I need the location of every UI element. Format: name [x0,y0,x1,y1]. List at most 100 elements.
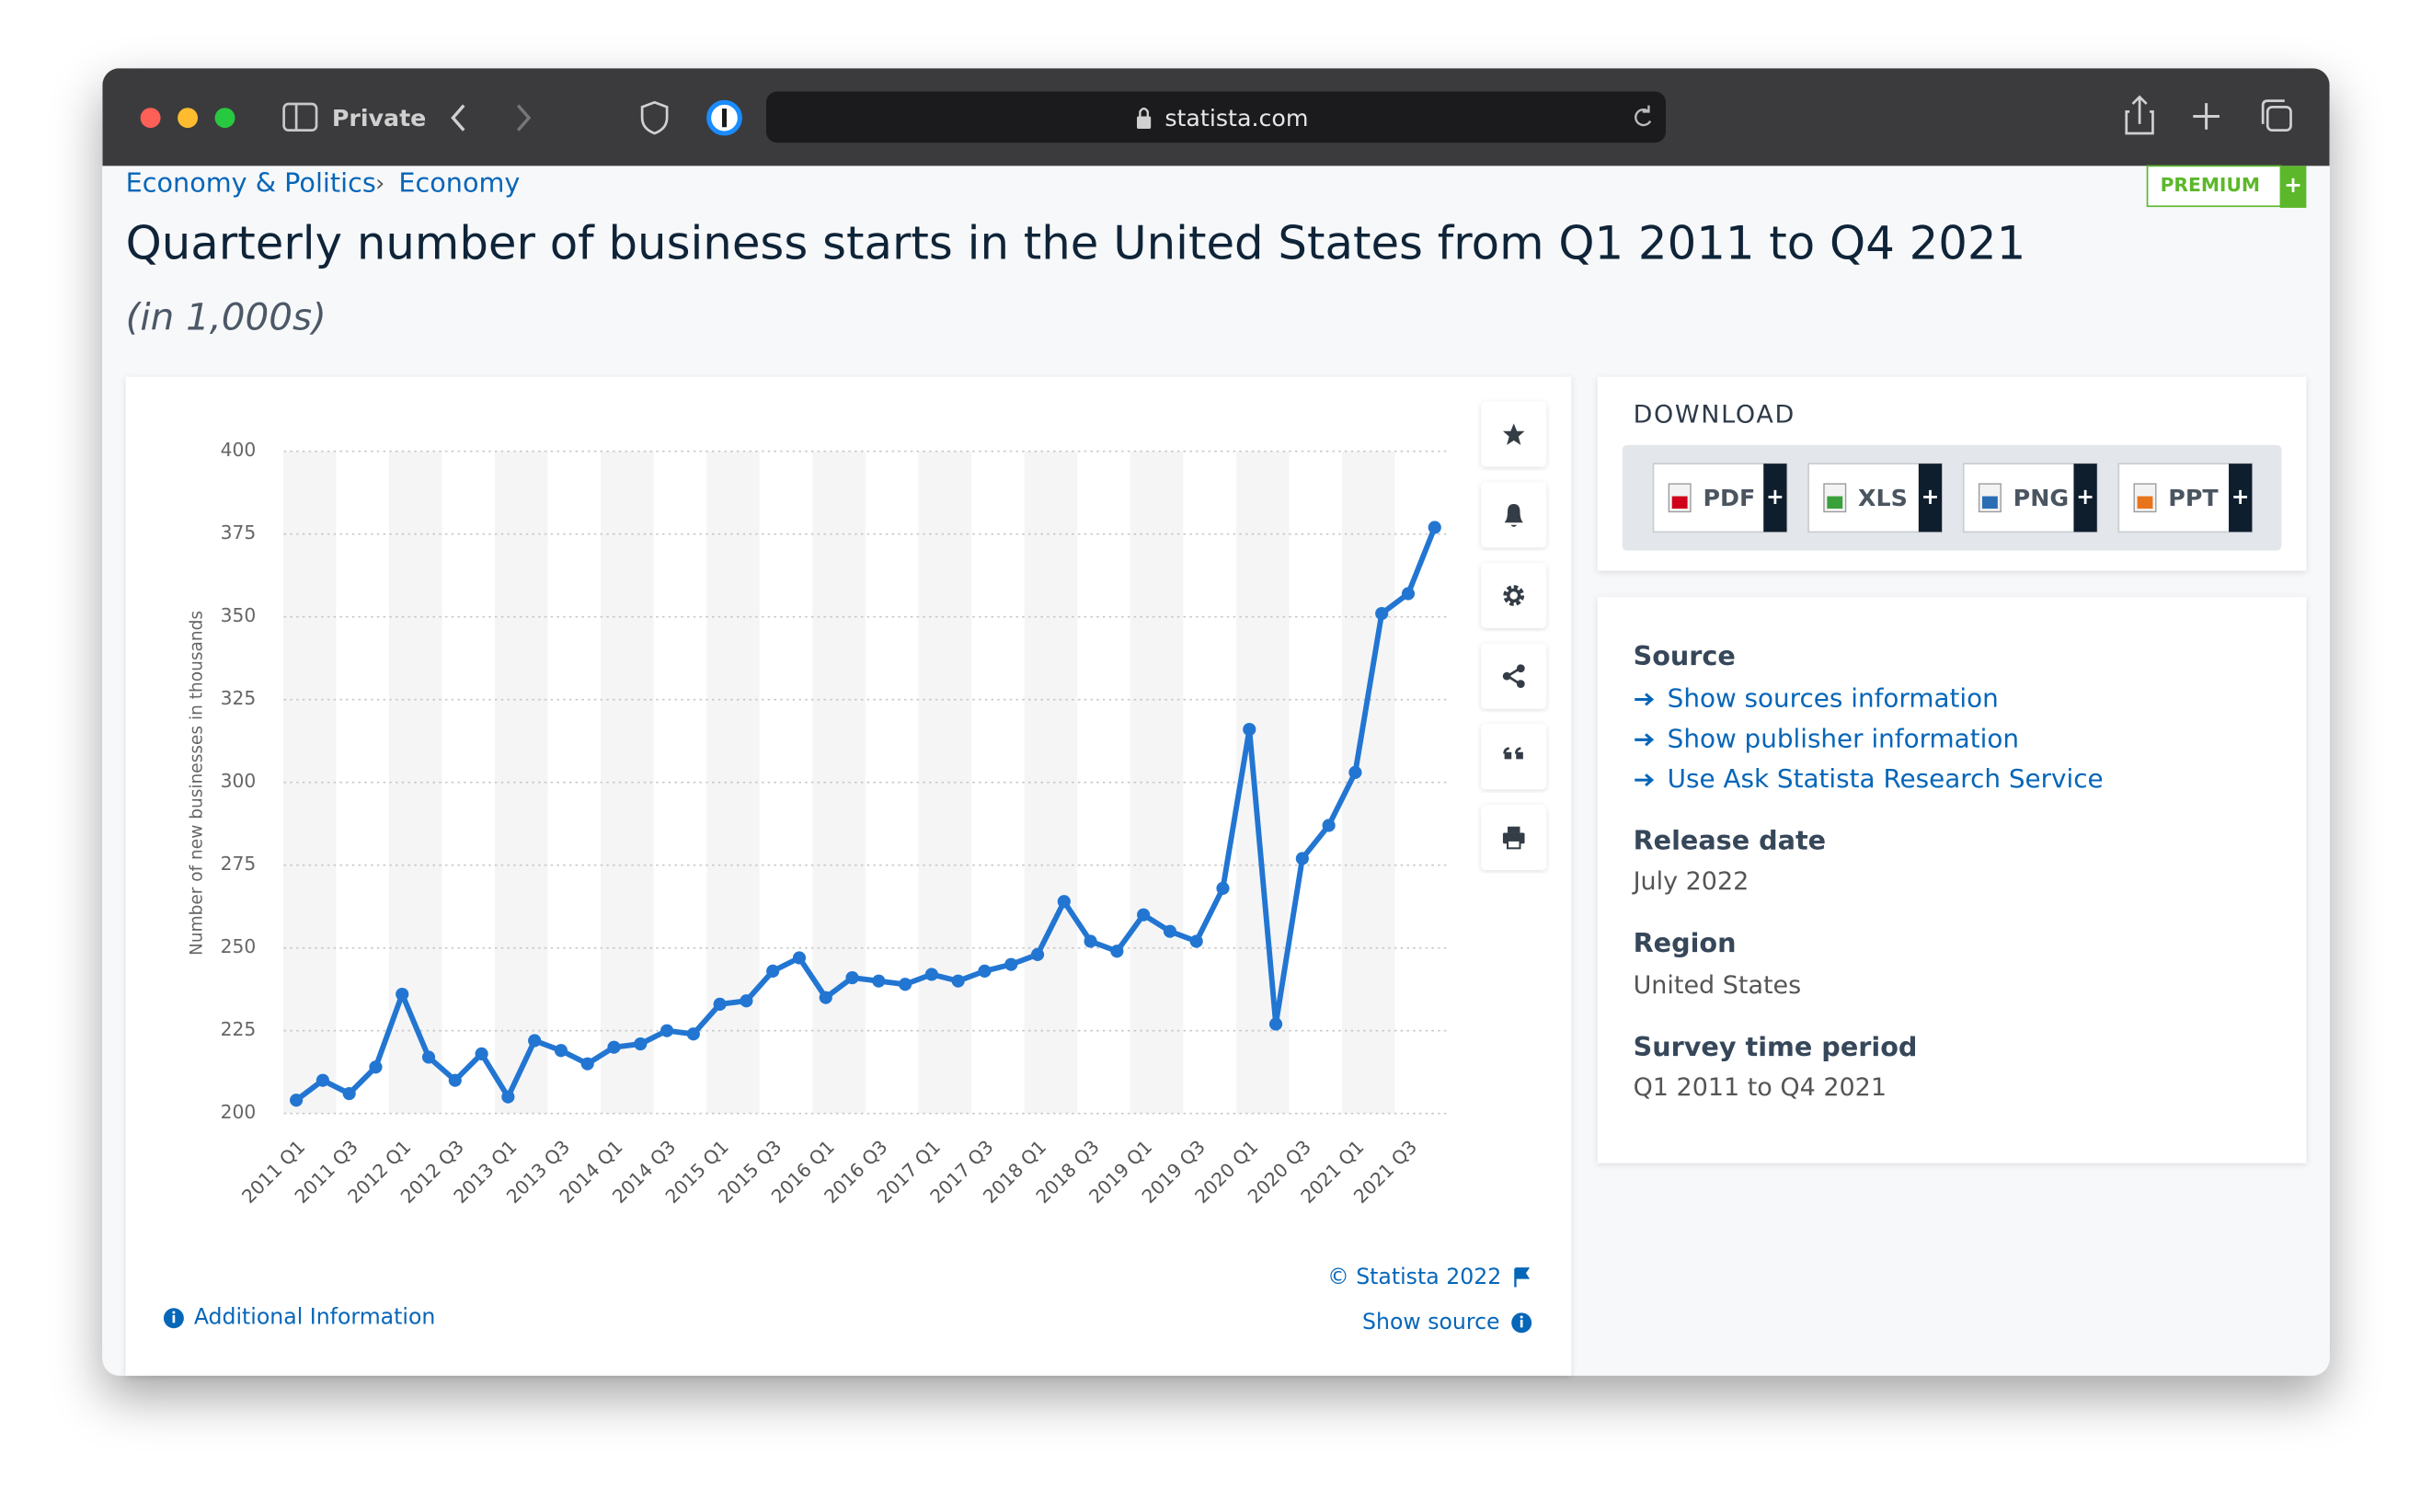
data-point [1163,924,1177,938]
show-source[interactable]: Show source [1362,1309,1500,1334]
download-button[interactable]: + PNG [1962,463,2098,533]
format-label: PPT [2168,485,2219,511]
data-point [660,1024,674,1037]
source-link[interactable]: Use Ask Statista Research Service [1668,763,2104,794]
data-point [421,1050,436,1064]
data-point [1084,934,1097,948]
y-tick-label: 400 [221,439,257,461]
source-link[interactable]: Show sources information [1668,682,1999,713]
data-point [342,1086,356,1101]
stripe [1130,451,1184,1114]
data-point [899,978,912,991]
data-point [1004,957,1018,971]
data-point [1216,881,1230,895]
shield-icon[interactable] [640,100,669,135]
download-button[interactable]: + PDF [1652,463,1788,533]
data-point [501,1090,515,1104]
region-heading: Region [1634,927,1737,958]
reload-button[interactable] [1635,105,1652,127]
data-point [634,1037,648,1051]
cite-button[interactable] [1481,724,1547,790]
breadcrumb[interactable]: Economy [398,167,520,199]
zoom-button[interactable] [214,108,235,129]
plus: + [2076,484,2094,510]
print-button[interactable] [1481,805,1547,870]
data-point [978,964,992,978]
premium-badge[interactable]: PREMIUM + [2146,165,2307,208]
arrow-icon [1635,773,1655,787]
alert-button[interactable] [1481,482,1547,548]
minimize-button[interactable] [178,108,199,129]
plus: + [2284,172,2302,198]
y-tick-label: 350 [221,604,257,626]
close-button[interactable] [140,108,161,129]
y-axis-label: Number of new businesses in thousands [188,611,207,956]
region: United States [1634,971,1802,1000]
data-point [766,964,780,978]
data-point [554,1044,568,1058]
tabs-button[interactable] [2261,99,2292,132]
download-button[interactable]: + PPT [2117,463,2254,533]
button-plus-strip [1763,464,1787,533]
breadcrumb[interactable]: Economy & Politics [126,167,376,199]
url: statista.com [1164,105,1308,132]
download-buttons: + PDF + XLS + PNG + PPT [1652,463,2254,533]
share-button[interactable] [2125,95,2154,135]
download-heading: DOWNLOAD [1634,400,1795,429]
plus: + [2231,484,2250,510]
button-plus-strip [2229,464,2253,533]
chart-subtitle: (in 1,000s) [126,294,327,338]
settings-button[interactable] [1481,563,1547,628]
credit[interactable]: © Statista 2022 [1327,1264,1501,1289]
data-point [872,974,886,988]
data-point [1110,945,1124,958]
source-link[interactable]: Show publisher information [1668,723,2019,753]
data-point [1295,852,1309,865]
y-tick-label: 325 [221,687,257,709]
data-point [369,1060,383,1074]
button-plus-strip [1918,464,1943,533]
stripe [1235,451,1290,1114]
data-point [819,991,832,1004]
file-icon-mark [1981,496,1998,510]
period-heading: Survey time period [1634,1031,1918,1062]
new-tab-button[interactable] [2193,103,2220,130]
format-label: PDF [1703,485,1755,511]
data-line [294,526,1438,1103]
data-point [792,951,807,965]
favorite-button[interactable] [1481,401,1547,467]
data-point [315,1073,329,1087]
source-heading: Source [1634,640,1736,671]
download-button[interactable]: + XLS [1807,463,1943,533]
plus: + [1922,484,1940,510]
y-tick-label: 225 [221,1018,257,1040]
sidebar-button[interactable] [282,102,318,132]
additional-information[interactable]: Additional Information [194,1304,436,1330]
format-label: XLS [1858,485,1908,511]
data-point [607,1040,621,1054]
survey-period: Q1 2011 to Q4 2021 [1634,1073,1887,1102]
data-point [580,1057,594,1071]
chart-title: Quarterly number of business starts in t… [126,217,2026,270]
data-point [951,974,965,988]
back-button[interactable] [451,104,465,132]
y-tick-label: 200 [221,1101,257,1123]
flag-icon[interactable] [1514,1267,1531,1288]
stripe [1024,451,1078,1114]
password-icon[interactable] [706,99,742,136]
format-label: PNG [2013,485,2069,511]
data-point [396,987,409,1002]
share-chart-button[interactable] [1481,643,1547,709]
y-tick-label: 250 [221,935,257,957]
forward-button[interactable] [516,104,532,132]
file-icon-mark [1827,496,1843,510]
premium-label: PREMIUM [2161,174,2260,196]
file-icon-mark [2137,496,2153,510]
data-point [1375,606,1389,621]
info-icon [163,1308,184,1329]
data-point [924,968,938,981]
data-point [1057,895,1071,909]
address-bar[interactable] [766,91,1666,143]
